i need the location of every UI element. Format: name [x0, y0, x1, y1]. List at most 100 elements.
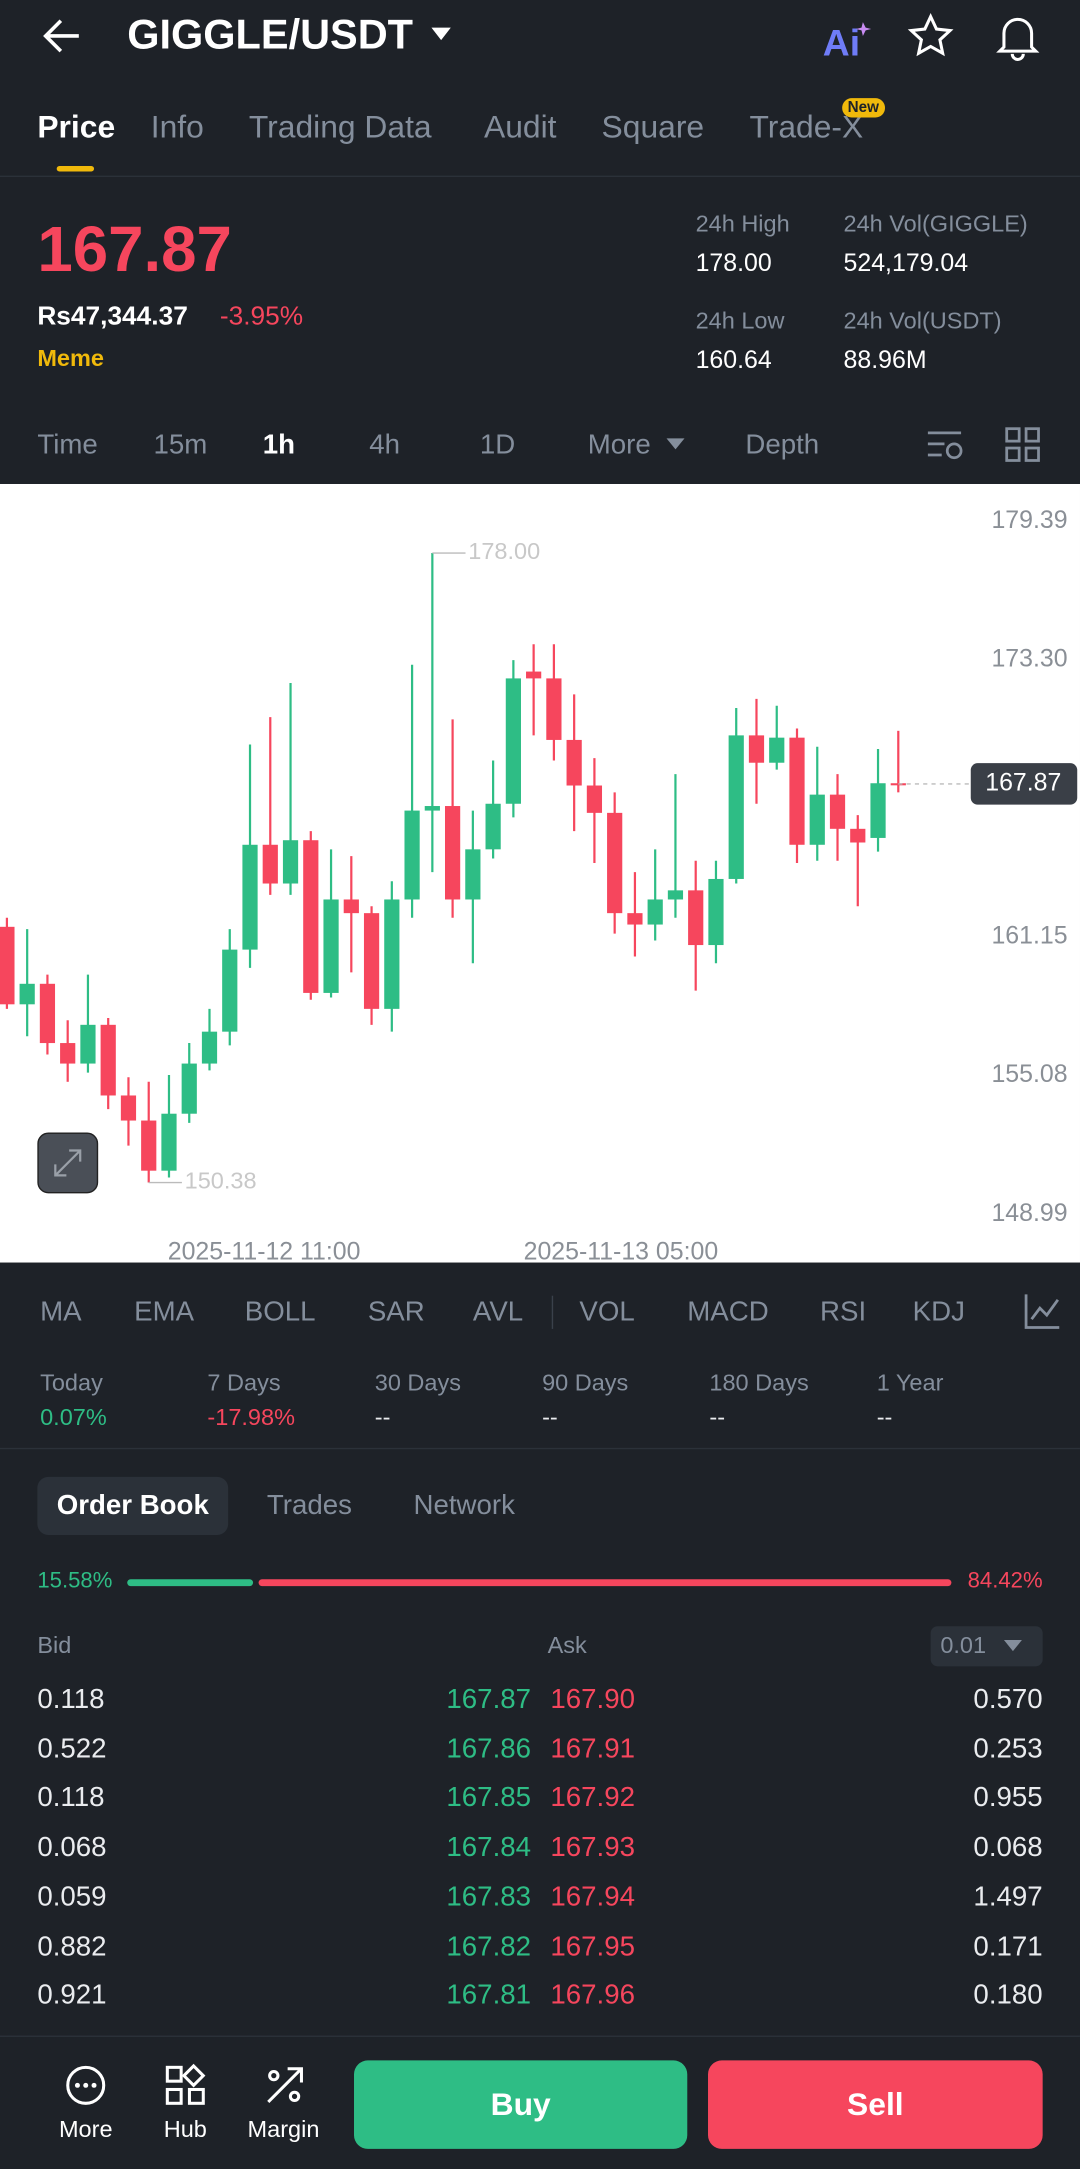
interval[interactable]: Time	[37, 430, 98, 461]
step-value[interactable]: 0.01	[940, 1632, 987, 1659]
candle-body	[100, 1024, 116, 1096]
orderbook-tab[interactable]: Trades	[266, 1490, 352, 1522]
pair-dropdown[interactable]	[430, 26, 452, 43]
step-dropdown[interactable]	[930, 1626, 1043, 1667]
indicator-settings-icon[interactable]	[1023, 1292, 1062, 1331]
interval[interactable]: More	[587, 430, 651, 461]
tab[interactable]: Trading Data	[248, 108, 432, 145]
stat-label: 24h High	[695, 210, 790, 238]
orderbook-tab[interactable]: Network	[413, 1490, 515, 1522]
candle-body	[748, 735, 765, 763]
ask-price[interactable]: 167.90	[550, 1684, 635, 1715]
candle-body	[141, 1120, 157, 1171]
bid-quantity: 0.118	[37, 1684, 105, 1715]
candle-body	[404, 810, 420, 900]
candle-body	[424, 806, 440, 811]
bid-quantity: 0.068	[37, 1832, 107, 1863]
tab[interactable]: Square	[601, 108, 705, 145]
tag[interactable]: Meme	[37, 345, 104, 372]
indicator[interactable]: KDJ	[912, 1297, 965, 1328]
y-tick-label: 148.99	[991, 1199, 1067, 1227]
ask-price[interactable]: 167.94	[550, 1881, 635, 1913]
favorite-star[interactable]	[907, 12, 954, 58]
bid-quantity: 0.882	[37, 1931, 107, 1962]
indicator[interactable]: SAR	[367, 1297, 425, 1328]
candle-body	[789, 737, 805, 845]
bid-ratio: 15.58%	[37, 1569, 113, 1594]
orderbook-tab[interactable]: Order Book	[56, 1490, 209, 1522]
bid-price[interactable]: 167.84	[446, 1832, 532, 1863]
ask-price[interactable]: 167.92	[550, 1783, 635, 1814]
ask-quantity: 1.497	[973, 1881, 1043, 1913]
tab[interactable]: Audit	[483, 108, 557, 145]
svg-text:Ai: Ai	[823, 21, 860, 63]
margin-icon[interactable]	[264, 2065, 305, 2106]
ask-quantity: 0.171	[973, 1931, 1043, 1962]
candle-body	[505, 678, 521, 804]
candle-body	[161, 1113, 177, 1171]
tab[interactable]: Info	[150, 108, 204, 145]
y-tick-label: 173.30	[991, 645, 1067, 673]
low-annotation: 150.38	[185, 1168, 257, 1194]
notification-bell[interactable]	[996, 12, 1040, 61]
bid-price[interactable]: 167.83	[446, 1881, 532, 1913]
candle-body	[0, 926, 15, 1005]
indicator[interactable]: AVL	[472, 1297, 524, 1328]
ask-price[interactable]: 167.96	[550, 1980, 635, 2011]
indicator[interactable]: MA	[40, 1297, 82, 1328]
indicator[interactable]: RSI	[820, 1297, 867, 1328]
ask-price[interactable]: 167.91	[550, 1733, 635, 1765]
stat-value: 178.00	[695, 248, 772, 277]
candle-body	[809, 794, 825, 845]
tab[interactable]: Price	[37, 108, 116, 145]
nav-label[interactable]: Margin	[247, 2116, 320, 2143]
nav-label[interactable]: More	[58, 2116, 113, 2143]
more-caret	[666, 438, 685, 450]
x-tick-label: 2025-11-12 11:00	[168, 1237, 361, 1265]
tab[interactable]: Trade-X	[749, 108, 864, 145]
nav-label[interactable]: Hub	[163, 2116, 207, 2143]
back-button[interactable]	[41, 17, 82, 56]
bid-price[interactable]: 167.82	[446, 1931, 532, 1962]
fullscreen-button[interactable]	[37, 1132, 99, 1194]
candle-body	[769, 737, 785, 763]
bid-price[interactable]: 167.87	[446, 1684, 532, 1715]
ask-price[interactable]: 167.95	[550, 1931, 635, 1962]
layout-icon[interactable]	[1005, 427, 1041, 463]
sell-button[interactable]	[708, 2060, 1043, 2149]
interval[interactable]: 15m	[153, 430, 208, 461]
candle-body	[607, 812, 623, 914]
candle-body	[222, 949, 238, 1032]
chart-background	[0, 483, 1080, 1263]
ask-price[interactable]: 167.93	[550, 1832, 635, 1863]
candle-body	[708, 878, 724, 946]
sell-label[interactable]: Sell	[847, 2086, 904, 2122]
candle-body	[19, 983, 35, 1005]
period-value: --	[542, 1404, 558, 1431]
pair-title[interactable]: GIGGLE/USDT	[127, 12, 414, 59]
divider	[0, 175, 1080, 178]
indicator[interactable]: EMA	[134, 1297, 195, 1328]
bid-price[interactable]: 167.86	[446, 1733, 532, 1765]
chart-settings-icon[interactable]	[925, 427, 966, 463]
more-icon[interactable]	[65, 2065, 106, 2106]
last-price: 167.87	[37, 212, 232, 285]
interval[interactable]: Depth	[745, 430, 820, 461]
ai-icon[interactable]: Ai	[823, 19, 873, 63]
divider	[551, 1295, 554, 1329]
bid-price[interactable]: 167.81	[446, 1980, 532, 2011]
bid-price[interactable]: 167.85	[446, 1783, 532, 1814]
candle-body	[546, 678, 562, 740]
interval[interactable]: 1D	[479, 430, 516, 461]
indicator[interactable]: MACD	[687, 1297, 769, 1328]
interval[interactable]: 1h	[262, 430, 296, 461]
candle-body	[262, 844, 278, 884]
candle-body	[485, 803, 501, 850]
buy-label[interactable]: Buy	[490, 2086, 551, 2122]
hub-icon[interactable]	[165, 2063, 206, 2106]
candle-body	[343, 899, 359, 914]
interval[interactable]: 4h	[369, 430, 400, 461]
buy-button[interactable]	[354, 2060, 688, 2149]
indicator[interactable]: BOLL	[244, 1297, 316, 1328]
indicator[interactable]: VOL	[579, 1297, 635, 1328]
